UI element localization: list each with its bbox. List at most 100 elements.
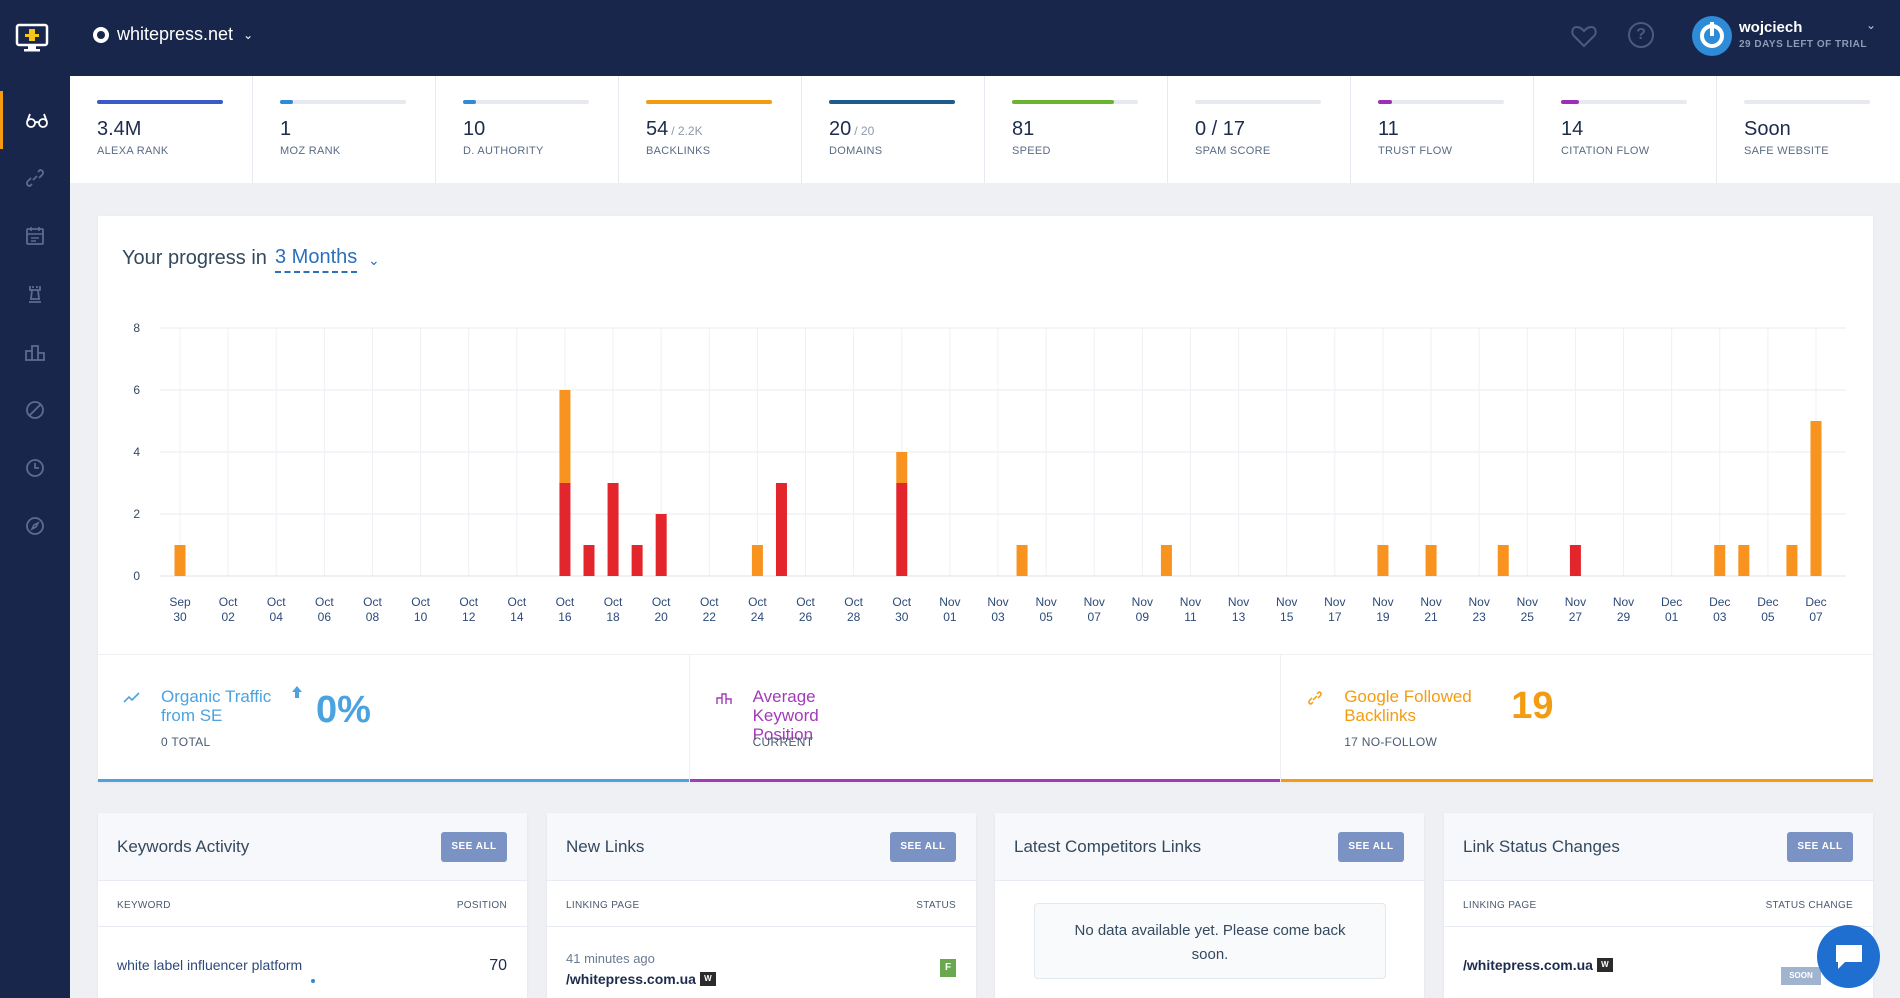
metric-card[interactable]: Soon SAFE WEBSITE bbox=[1717, 76, 1900, 183]
metric-value-sub: / 2.2K bbox=[671, 124, 703, 138]
x-tick-label: 17 bbox=[1328, 610, 1342, 624]
x-tick-label: 06 bbox=[318, 610, 332, 624]
link-page[interactable]: /whitepress.com.ua W bbox=[1463, 957, 1613, 973]
x-tick-label: Nov bbox=[939, 595, 960, 609]
link-status-changes-card: Link Status Changes SEE ALL LINKING PAGE… bbox=[1444, 813, 1873, 998]
arrow-up-icon bbox=[292, 686, 302, 698]
metric-value-main: 81 bbox=[1012, 118, 1035, 140]
column-status: STATUS bbox=[916, 900, 956, 911]
metric-card[interactable]: 1 MOZ RANK bbox=[253, 76, 436, 183]
x-tick-label: 24 bbox=[751, 610, 765, 624]
link-page-text[interactable]: /whitepress.com.ua bbox=[566, 971, 696, 987]
metric-value: 14 bbox=[1561, 118, 1586, 141]
x-tick-label: 14 bbox=[510, 610, 524, 624]
x-tick-label: Nov bbox=[1517, 595, 1538, 609]
ban-icon bbox=[26, 401, 44, 419]
sidebar-item-rankings[interactable] bbox=[0, 323, 70, 381]
x-tick-label: 04 bbox=[270, 610, 284, 624]
sidebar bbox=[0, 76, 70, 998]
compass-icon bbox=[26, 517, 44, 535]
progress-panel: Your progress in 3 Months ⌄ 0 2 4 6 8 Sep 30 Oc… bbox=[98, 216, 1873, 782]
metric-progress-bar bbox=[1561, 100, 1687, 104]
x-tick-label: 07 bbox=[1088, 610, 1102, 624]
bar bbox=[631, 545, 643, 576]
x-tick-label: Oct bbox=[315, 595, 334, 609]
metric-progress-fill bbox=[1012, 100, 1115, 104]
sidebar-item-disavow[interactable] bbox=[0, 381, 70, 439]
x-tick-label: 23 bbox=[1472, 610, 1486, 624]
y-tick-label: 4 bbox=[133, 445, 140, 459]
metric-card[interactable]: 20/ 20 DOMAINS bbox=[802, 76, 985, 183]
chevron-down-icon: ⌄ bbox=[243, 27, 254, 42]
chat-button[interactable] bbox=[1817, 925, 1880, 988]
stat-sub: CURRENT bbox=[752, 735, 814, 749]
bar bbox=[559, 390, 571, 483]
app-logo-icon[interactable] bbox=[14, 20, 50, 56]
x-tick-label: Nov bbox=[1035, 595, 1056, 609]
metric-card[interactable]: 10 D. AUTHORITY bbox=[436, 76, 619, 183]
keyword-text[interactable]: white label influencer platform bbox=[117, 957, 303, 973]
dot-icon bbox=[311, 979, 315, 983]
sidebar-item-links[interactable] bbox=[0, 149, 70, 207]
metric-label: D. AUTHORITY bbox=[463, 145, 544, 157]
link-time: 41 minutes ago bbox=[566, 951, 655, 966]
y-tick-label: 2 bbox=[133, 507, 140, 521]
x-tick-label: Sep bbox=[169, 595, 191, 609]
see-all-button[interactable]: SEE ALL bbox=[1338, 832, 1404, 862]
card-header: New Links SEE ALL bbox=[547, 813, 976, 881]
stat-underline bbox=[1281, 779, 1873, 782]
link-page[interactable]: /whitepress.com.ua W bbox=[566, 971, 716, 987]
stat-value: 19 bbox=[1511, 685, 1554, 727]
metric-progress-fill bbox=[829, 100, 955, 104]
metric-card[interactable]: 54/ 2.2K BACKLINKS bbox=[619, 76, 802, 183]
x-tick-label: 26 bbox=[799, 610, 813, 624]
metric-card[interactable]: 11 TRUST FLOW bbox=[1351, 76, 1534, 183]
stat-value: 0% bbox=[316, 689, 371, 731]
trend-icon bbox=[123, 692, 140, 703]
sidebar-item-competitors[interactable] bbox=[0, 265, 70, 323]
metric-value: 54/ 2.2K bbox=[646, 118, 703, 141]
x-tick-label: 25 bbox=[1521, 610, 1535, 624]
see-all-button[interactable]: SEE ALL bbox=[1787, 832, 1853, 862]
stat-underline bbox=[689, 779, 1281, 782]
chevron-down-icon[interactable]: ⌄ bbox=[368, 252, 380, 268]
x-tick-label: Oct bbox=[267, 595, 286, 609]
sidebar-item-calendar[interactable] bbox=[0, 207, 70, 265]
x-tick-label: 11 bbox=[1184, 610, 1197, 624]
sidebar-item-overview[interactable] bbox=[0, 91, 70, 149]
metric-progress-bar bbox=[646, 100, 772, 104]
x-tick-label: 03 bbox=[1713, 610, 1727, 624]
x-tick-label: 12 bbox=[462, 610, 476, 624]
new-links-card: New Links SEE ALL LINKING PAGE STATUS 41… bbox=[547, 813, 976, 998]
site-selector[interactable]: whitepress.net ⌄ bbox=[93, 24, 253, 45]
sidebar-item-explore[interactable] bbox=[0, 497, 70, 555]
period-selector[interactable]: 3 Months bbox=[275, 246, 358, 273]
x-tick-label: Nov bbox=[1565, 595, 1586, 609]
metric-card[interactable]: 3.4M ALEXA RANK bbox=[70, 76, 253, 183]
heart-icon[interactable] bbox=[1570, 22, 1598, 50]
table-header: LINKING PAGE STATUS CHANGE bbox=[1444, 881, 1873, 927]
bar bbox=[896, 452, 908, 483]
help-icon[interactable]: ? bbox=[1628, 22, 1654, 48]
see-all-button[interactable]: SEE ALL bbox=[890, 832, 956, 862]
avatar[interactable] bbox=[1692, 16, 1732, 56]
podium-icon bbox=[715, 693, 732, 704]
sidebar-item-history[interactable] bbox=[0, 439, 70, 497]
table-row[interactable]: 41 minutes ago /whitepress.com.ua W F bbox=[547, 927, 976, 997]
table-row[interactable]: white label influencer platform 70 bbox=[98, 927, 527, 997]
see-all-button[interactable]: SEE ALL bbox=[441, 832, 507, 862]
stat-title: Organic Traffic from SE bbox=[161, 687, 272, 725]
podium-icon bbox=[25, 345, 45, 361]
x-tick-label: 27 bbox=[1569, 610, 1583, 624]
user-menu-chevron-icon[interactable]: ⌄ bbox=[1866, 18, 1877, 32]
link-icon bbox=[26, 169, 44, 187]
user-name[interactable]: wojciech bbox=[1739, 19, 1803, 36]
metric-value-main: 0 / 17 bbox=[1195, 118, 1246, 140]
link-page-text[interactable]: /whitepress.com.ua bbox=[1463, 957, 1593, 973]
x-tick-label: 05 bbox=[1761, 610, 1775, 624]
metric-card[interactable]: 14 CITATION FLOW bbox=[1534, 76, 1717, 183]
metric-card[interactable]: 0 / 17 SPAM SCORE bbox=[1168, 76, 1351, 183]
table-row[interactable]: /whitepress.com.ua W SOON bbox=[1444, 927, 1873, 997]
metric-card[interactable]: 81 SPEED bbox=[985, 76, 1168, 183]
x-tick-label: Oct bbox=[556, 595, 575, 609]
